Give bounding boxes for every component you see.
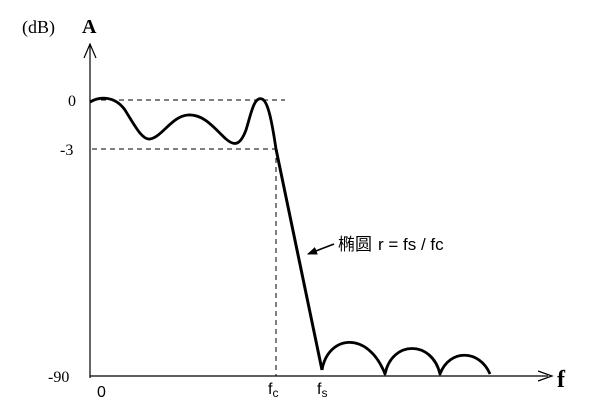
annotation-label: 椭圆 r = fs / fc (338, 235, 444, 254)
x-tick-fs-base: f (317, 381, 322, 398)
x-axis-arrow-icon (537, 370, 554, 382)
stopband-ripple-curve (320, 340, 492, 376)
x-tick-fc-sub: c (272, 386, 278, 400)
x-tick-fs-sub: s (321, 386, 327, 400)
y-tick-0: 0 (68, 93, 76, 110)
y-axis-arrow-icon (83, 42, 97, 59)
y-tick-minus3: -3 (60, 142, 73, 159)
transition-band-slope (274, 148, 324, 371)
passband-ripple-curve (89, 96, 278, 150)
annotation-arrow (307, 243, 335, 255)
y-tick-minus90: -90 (48, 369, 69, 386)
unit-label: (dB) (22, 17, 55, 38)
y-axis-label: A (82, 16, 97, 38)
x-axis-label: f (557, 367, 566, 393)
annotation-formula: r = fs / fc (378, 235, 444, 254)
x-tick-fc: fc (268, 381, 278, 400)
x-tick-fs: fs (317, 381, 327, 400)
annotation-cn: 椭圆 (338, 235, 372, 254)
x-tick-origin: 0 (97, 384, 106, 401)
x-tick-fc-base: f (268, 381, 273, 398)
